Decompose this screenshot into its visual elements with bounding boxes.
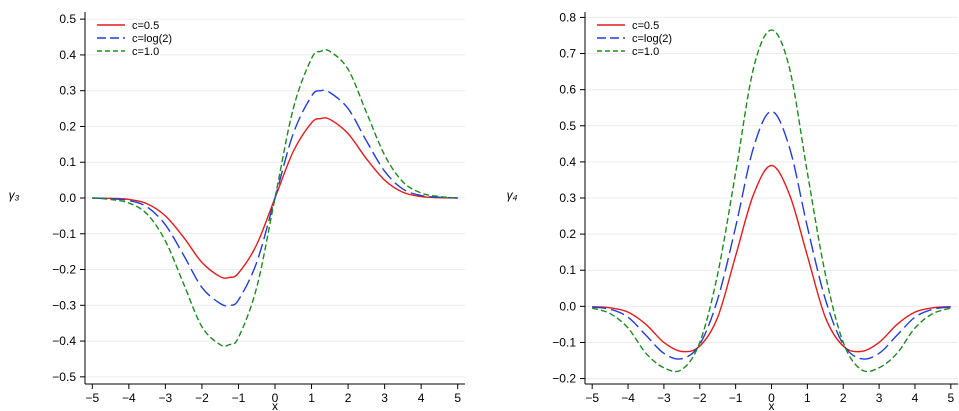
panel-1-legend: c=0.5c=log(2)c=1.0 [97,20,172,58]
panel-2-y-tick-label-6: 0.4 [559,155,576,169]
panel-1-x-axis-label: x [272,399,278,411]
panel-2-y-tick-label-9: 0.7 [559,47,576,61]
panel-2-x-tick-label-1: −4 [621,391,635,405]
panel-2-x-tick-label-6: 1 [804,391,811,405]
panel-2-y-tick-label-5: 0.3 [559,191,576,205]
panel-2-y-tick-label-10: 0.8 [559,10,576,24]
panel-1-y-tick-label-9: 0.4 [59,48,76,62]
panel-1-y-tick-label-1: −0.4 [52,334,76,348]
panel-1-x-tick-label-3: −2 [195,391,209,405]
panel-1-y-tick-label-7: 0.2 [59,119,76,133]
panel-2-y-tick-label-2: 0.0 [559,299,576,313]
panel-2-x-tick-label-3: −2 [693,391,707,405]
panel-2-series-line-3 [591,29,952,373]
panel-1-x-tick-label-4: −1 [232,391,246,405]
panel-1-y-tick-label-10: 0.5 [59,12,76,26]
panel-2-legend-label-3: c=1.0 [632,46,659,58]
panel-1-x-tick-label-2: −3 [159,391,173,405]
panel-2-legend: c=0.5c=log(2)c=1.0 [597,20,672,58]
panel-2-series-line-1 [592,164,951,353]
panel-1-y-tick-label-5: 0.0 [59,191,76,205]
panel-2-y-tick-label-1: −0.1 [552,335,576,349]
panel-2-y-axis-label: γ₄ [507,188,518,202]
panel-2-legend-label-1: c=0.5 [632,20,659,32]
panel-1-series-line-3 [92,49,458,347]
panel-2-x-tick-label-8: 3 [876,391,883,405]
panel-1-x-tick-label-10: 5 [454,391,461,405]
panel-2-chart: −0.2 −0.1 0.0 0.1 0.2 0.3 0.4 0.5 0.6 0.7 0.8 −5 −4 −… [507,10,958,411]
panel-2-series-line-2 [592,110,951,360]
panel-1-y-tick-label-2: −0.3 [52,298,76,312]
panel-2-legend-label-2: c=log(2) [632,33,672,45]
panel-1-y-tick-label-8: 0.3 [59,84,76,98]
panel-2-x-tick-label-7: 2 [840,391,847,405]
panel-2-x-tick-label-10: 5 [947,391,954,405]
panel-1-series-line-2 [92,89,458,307]
panel-1-y-tick-label-3: −0.2 [52,263,76,277]
panel-1-chart: −0.5 −0.4 −0.3 −0.2 −0.1 0.0 0.1 0.2 0.3 0.4 0.5 −5… [9,12,465,411]
panel-1-x-tick-label-5: 0 [272,391,279,405]
panel-1-x-tick-label-9: 4 [418,391,425,405]
panel-2-x-tick-label-4: −1 [729,391,743,405]
panel-2-x-axis-label: x [769,399,775,411]
panel-1-x-tick-label-1: −4 [122,391,136,405]
panel-1-x-tick-label-0: −5 [85,391,99,405]
panel-1-x-tick-label-7: 2 [345,391,352,405]
panel-2-y-tick-label-7: 0.5 [559,119,576,133]
panel-1-legend-label-3: c=1.0 [132,46,159,58]
panel-2-x-tick-label-5: 0 [768,391,775,405]
panel-1-y-axis-label: γ₃ [9,188,20,202]
panel-2-y-tick-label-0: −0.2 [552,372,576,386]
panel-2-y-tick-label-3: 0.1 [559,263,576,277]
panel-1-x-tick-label-6: 1 [308,391,315,405]
panel-1-y-tick-label-4: −0.1 [52,227,76,241]
panel-2-x-tick-label-9: 4 [912,391,919,405]
panel-2-x-tick-label-0: −5 [585,391,599,405]
panel-1-y-tick-label-6: 0.1 [59,155,76,169]
panel-1-y-tick-label-0: −0.5 [52,370,76,384]
panel-2-y-tick-label-8: 0.6 [559,83,576,97]
panel-2-x-tick-label-2: −3 [657,391,671,405]
panel-1-legend-label-2: c=log(2) [132,33,172,45]
panel-1-legend-label-1: c=0.5 [132,20,159,32]
panel-1-x-tick-label-8: 3 [381,391,388,405]
panel-2-y-tick-label-4: 0.2 [559,227,576,241]
